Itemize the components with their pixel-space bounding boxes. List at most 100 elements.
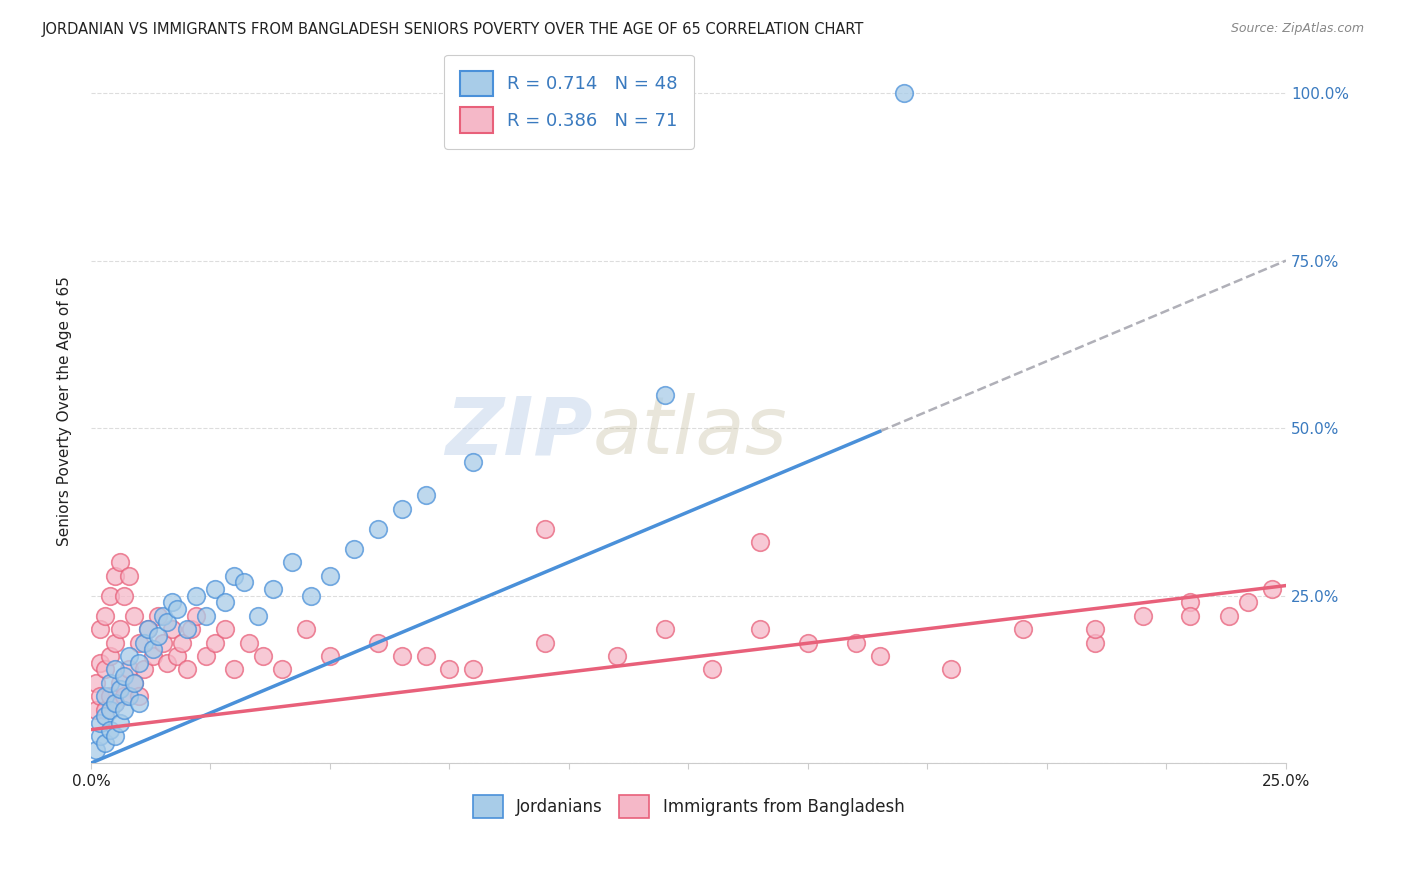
Point bbox=[749, 622, 772, 636]
Point bbox=[204, 582, 226, 596]
Point bbox=[654, 622, 676, 636]
Point bbox=[176, 662, 198, 676]
Point bbox=[1012, 622, 1035, 636]
Point bbox=[194, 648, 217, 663]
Point bbox=[98, 675, 121, 690]
Point bbox=[214, 595, 236, 609]
Point bbox=[749, 535, 772, 549]
Point bbox=[89, 689, 111, 703]
Point bbox=[128, 635, 150, 649]
Point bbox=[108, 622, 131, 636]
Point bbox=[166, 648, 188, 663]
Point bbox=[108, 675, 131, 690]
Point bbox=[160, 595, 183, 609]
Point bbox=[176, 622, 198, 636]
Point bbox=[104, 635, 127, 649]
Point bbox=[702, 662, 724, 676]
Point bbox=[166, 602, 188, 616]
Point bbox=[252, 648, 274, 663]
Point bbox=[152, 608, 174, 623]
Point bbox=[112, 702, 135, 716]
Text: ZIP: ZIP bbox=[446, 393, 593, 472]
Point bbox=[654, 387, 676, 401]
Point bbox=[118, 662, 141, 676]
Point bbox=[247, 608, 270, 623]
Point bbox=[367, 522, 389, 536]
Point bbox=[415, 648, 437, 663]
Point bbox=[128, 696, 150, 710]
Point bbox=[122, 675, 145, 690]
Point bbox=[271, 662, 294, 676]
Point bbox=[224, 662, 246, 676]
Point bbox=[1180, 608, 1202, 623]
Point bbox=[94, 709, 117, 723]
Point bbox=[343, 541, 366, 556]
Point bbox=[797, 635, 820, 649]
Legend: Jordanians, Immigrants from Bangladesh: Jordanians, Immigrants from Bangladesh bbox=[465, 789, 911, 825]
Point bbox=[238, 635, 260, 649]
Point bbox=[367, 635, 389, 649]
Point bbox=[319, 648, 342, 663]
Point bbox=[391, 501, 413, 516]
Point bbox=[184, 589, 207, 603]
Point bbox=[295, 622, 318, 636]
Point bbox=[280, 555, 302, 569]
Point bbox=[156, 656, 179, 670]
Point bbox=[89, 715, 111, 730]
Point bbox=[142, 648, 165, 663]
Point bbox=[122, 608, 145, 623]
Point bbox=[104, 662, 127, 676]
Point bbox=[142, 642, 165, 657]
Point bbox=[89, 622, 111, 636]
Point bbox=[941, 662, 963, 676]
Text: atlas: atlas bbox=[593, 393, 787, 472]
Point bbox=[108, 682, 131, 697]
Point bbox=[94, 662, 117, 676]
Point bbox=[118, 689, 141, 703]
Point bbox=[104, 568, 127, 582]
Point bbox=[319, 568, 342, 582]
Y-axis label: Seniors Poverty Over the Age of 65: Seniors Poverty Over the Age of 65 bbox=[58, 277, 72, 546]
Point bbox=[152, 635, 174, 649]
Point bbox=[156, 615, 179, 630]
Point bbox=[136, 622, 159, 636]
Point bbox=[112, 669, 135, 683]
Point bbox=[204, 635, 226, 649]
Point bbox=[606, 648, 628, 663]
Point bbox=[89, 656, 111, 670]
Point bbox=[463, 455, 485, 469]
Point bbox=[84, 675, 107, 690]
Text: JORDANIAN VS IMMIGRANTS FROM BANGLADESH SENIORS POVERTY OVER THE AGE OF 65 CORRE: JORDANIAN VS IMMIGRANTS FROM BANGLADESH … bbox=[42, 22, 865, 37]
Point bbox=[104, 729, 127, 743]
Point bbox=[299, 589, 322, 603]
Point bbox=[391, 648, 413, 663]
Point bbox=[136, 622, 159, 636]
Point bbox=[214, 622, 236, 636]
Point bbox=[98, 723, 121, 737]
Point bbox=[1084, 622, 1107, 636]
Point bbox=[534, 635, 557, 649]
Point bbox=[94, 689, 117, 703]
Point bbox=[534, 522, 557, 536]
Point bbox=[262, 582, 284, 596]
Point bbox=[128, 656, 150, 670]
Point bbox=[893, 86, 915, 100]
Point bbox=[132, 662, 155, 676]
Point bbox=[94, 736, 117, 750]
Point bbox=[184, 608, 207, 623]
Point bbox=[146, 629, 169, 643]
Point bbox=[104, 696, 127, 710]
Point bbox=[98, 702, 121, 716]
Point bbox=[146, 608, 169, 623]
Point bbox=[1180, 595, 1202, 609]
Point bbox=[194, 608, 217, 623]
Point bbox=[108, 555, 131, 569]
Point bbox=[122, 675, 145, 690]
Point bbox=[232, 575, 254, 590]
Point bbox=[94, 608, 117, 623]
Point bbox=[84, 702, 107, 716]
Point bbox=[1218, 608, 1240, 623]
Point bbox=[128, 689, 150, 703]
Point bbox=[415, 488, 437, 502]
Point bbox=[160, 622, 183, 636]
